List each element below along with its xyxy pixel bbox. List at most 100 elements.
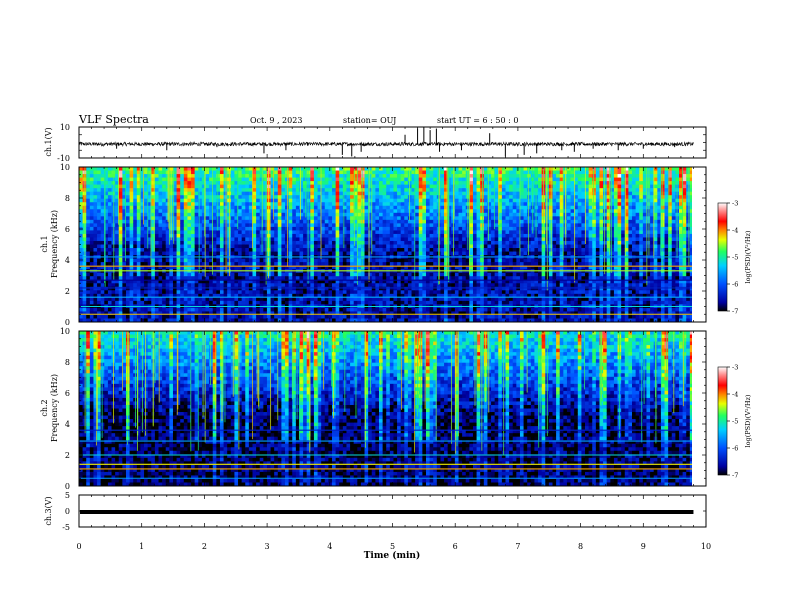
spectrogram-cell	[151, 262, 156, 267]
spectrogram-cell	[140, 191, 145, 196]
spectrogram-cell	[375, 167, 380, 171]
spectrogram-cell	[238, 202, 243, 207]
spectrogram-cell	[400, 276, 405, 281]
spectrogram-cell	[368, 191, 373, 196]
spectrogram-cell	[357, 181, 362, 186]
spectrogram-cell	[122, 240, 127, 245]
spectrogram-cell	[194, 174, 199, 178]
spectrogram-cell	[201, 170, 206, 175]
spectrogram-cell	[386, 202, 391, 207]
spectrogram-cell	[425, 181, 430, 186]
spectrogram-cell	[227, 181, 232, 186]
spectrogram-cell	[292, 286, 297, 291]
spectrogram-cell	[472, 251, 477, 256]
spectrogram-cell	[201, 240, 206, 245]
spectrogram-cell	[313, 272, 318, 277]
spectrogram-cell	[274, 216, 279, 221]
spectrogram-cell	[404, 262, 409, 267]
spectrogram-cell	[382, 318, 387, 322]
spectrogram-cell	[407, 233, 412, 238]
spectrogram-cell	[353, 170, 358, 175]
spectrogram-cell	[404, 177, 409, 182]
spectrogram-cell	[154, 174, 159, 178]
spectrogram-cell	[183, 198, 188, 203]
spectrogram-cell	[422, 244, 427, 249]
spectrogram-cell	[357, 198, 362, 203]
spectrogram-cell	[118, 205, 123, 210]
spectrogram-cell	[100, 314, 105, 319]
spectrogram-cell	[483, 216, 488, 221]
spectrogram-cell	[245, 276, 250, 281]
spectrogram-cell	[313, 195, 318, 200]
spectrogram-cell	[187, 177, 192, 182]
spectrogram-cell	[198, 226, 203, 231]
spectrogram-cell	[187, 233, 192, 238]
spectrogram-cell	[277, 286, 282, 291]
spectrogram-cell	[107, 195, 112, 200]
spectrogram-cell	[252, 237, 257, 242]
spectrogram-cell	[241, 318, 246, 322]
spectrogram-cell	[104, 286, 109, 291]
spectrogram-cell	[140, 195, 145, 200]
spectrogram-cell	[422, 248, 427, 252]
spectrogram-cell	[241, 265, 246, 270]
spectrogram-cell	[469, 258, 474, 263]
spectrogram-cell	[205, 209, 210, 214]
spectrogram-cell	[353, 248, 358, 252]
spectrogram-cell	[79, 244, 84, 249]
spectrogram-cell	[234, 216, 239, 221]
spectrogram-cell	[169, 297, 174, 302]
spectrogram-cell	[433, 237, 438, 242]
spectrogram-cell	[321, 272, 326, 277]
spectrogram-cell	[256, 248, 261, 252]
spectrogram-cell	[353, 216, 358, 221]
spectrogram-cell	[176, 300, 181, 305]
spectrogram-cell	[379, 184, 384, 189]
spectrogram-cell	[144, 216, 149, 221]
spectrogram-cell	[97, 300, 102, 305]
spectrogram-cell	[292, 300, 297, 305]
spectrogram-cell	[404, 226, 409, 231]
spectrogram-cell	[270, 177, 275, 182]
spectrogram-cell	[299, 293, 304, 298]
spectrogram-cell	[317, 293, 322, 298]
spectrogram-cell	[346, 195, 351, 200]
spectrogram-cell	[429, 202, 434, 207]
spectrogram-cell	[219, 209, 224, 214]
spectrogram-cell	[118, 223, 123, 228]
spectrogram-cell	[346, 314, 351, 319]
spectrogram-cell	[216, 216, 221, 221]
spectrogram-cell	[313, 191, 318, 196]
spectrogram-cell	[317, 177, 322, 182]
spectrogram-cell	[169, 276, 174, 281]
spectrogram-cell	[382, 174, 387, 178]
spectrogram-cell	[162, 181, 167, 186]
spectrogram-cell	[245, 170, 250, 175]
spectrogram-cell	[201, 297, 206, 302]
spectrogram-cell	[205, 212, 210, 217]
spectrogram-cell	[379, 202, 384, 207]
spectrogram-cell	[183, 311, 188, 316]
spectrogram-cell	[274, 202, 279, 207]
spectrogram-cell	[379, 314, 384, 319]
spectrogram-cell	[429, 177, 434, 182]
spectrogram-cell	[97, 230, 102, 235]
spectrogram-cell	[418, 191, 423, 196]
spectrogram-cell	[397, 177, 402, 182]
spectrogram-cell	[328, 184, 333, 189]
spectrogram-cell	[86, 272, 91, 277]
spectrogram-cell	[357, 223, 362, 228]
spectrogram-cell	[346, 188, 351, 193]
spectrogram-cell	[292, 272, 297, 277]
spectrogram-cell	[263, 195, 268, 200]
spectrogram-cell	[147, 198, 152, 203]
spectrogram-cell	[295, 237, 300, 242]
spectrogram-cell	[379, 167, 384, 171]
spectrogram-cell	[122, 191, 127, 196]
spectrogram-cell	[400, 177, 405, 182]
spectrogram-cell	[303, 311, 308, 316]
spectrogram-cell	[259, 276, 264, 281]
spectrogram-cell	[219, 205, 224, 210]
spectrogram-cell	[259, 262, 264, 267]
spectrogram-cell	[248, 212, 253, 217]
